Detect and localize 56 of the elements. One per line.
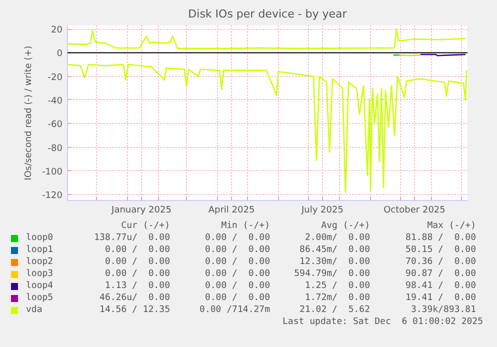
y-tick-label: -40 bbox=[48, 96, 63, 106]
text: 12.30m/ 0.00 bbox=[300, 257, 370, 268]
text: Cur (-/+) bbox=[121, 221, 170, 232]
y-tick-label: -80 bbox=[48, 144, 63, 154]
x-tick-label: April 2025 bbox=[208, 206, 255, 216]
text: 50.15 / 0.00 bbox=[406, 245, 476, 256]
text: Avg (-/+) bbox=[321, 221, 370, 232]
text: 98.41 / 0.00 bbox=[406, 281, 476, 292]
legend-label: loop4 bbox=[26, 281, 54, 292]
legend-label: loop2 bbox=[26, 257, 54, 268]
legend-label: loop5 bbox=[26, 293, 54, 304]
legend-label: loop1 bbox=[26, 245, 54, 256]
text: 594.79m/ 0.00 bbox=[294, 269, 370, 280]
line-series bbox=[68, 28, 466, 50]
y-tick-label: 0 bbox=[56, 49, 63, 60]
x-tick-label: October 2025 bbox=[384, 206, 446, 216]
text: 3.39k/893.81 bbox=[410, 305, 476, 316]
text: 14.56 / 12.35 bbox=[100, 305, 170, 316]
text: 0.00 / 0.00 bbox=[204, 293, 270, 304]
y-tick-label: 20 bbox=[51, 26, 63, 36]
text: 0.00 / 0.00 bbox=[204, 269, 270, 280]
y-tick-label: -20 bbox=[48, 72, 63, 83]
x-tick-label: July 2025 bbox=[300, 206, 344, 216]
legend-label: vda bbox=[26, 305, 42, 316]
text: 0.00 / 0.00 bbox=[204, 257, 270, 268]
text: 0.00 / 0.00 bbox=[104, 257, 170, 268]
text: Min (-/+) bbox=[221, 221, 270, 232]
y-axis-title: IOs/second read (-) / write (+) bbox=[24, 46, 34, 180]
text: 46.26u/ 0.00 bbox=[100, 293, 170, 304]
legend-label: loop3 bbox=[26, 269, 54, 280]
line-series bbox=[68, 64, 468, 193]
text: 1.13 / 0.00 bbox=[104, 281, 170, 292]
text: 0.00 / 0.00 bbox=[204, 281, 270, 292]
text: 0.00 /714.27m bbox=[200, 305, 270, 316]
legend-label: loop0 bbox=[26, 233, 54, 244]
text: 2.00m/ 0.00 bbox=[304, 233, 370, 244]
chart-title: Disk IOs per device - by year bbox=[188, 8, 348, 20]
text: 21.02 / 5.62 bbox=[300, 305, 370, 316]
text: 19.41 / 0.00 bbox=[406, 293, 476, 304]
text: 70.36 / 0.00 bbox=[406, 257, 476, 268]
y-tick-label: -120 bbox=[42, 191, 63, 202]
text: 0.00 / 0.00 bbox=[204, 245, 270, 256]
text: 1.25 / 0.00 bbox=[304, 281, 370, 292]
text: Last update: Sat Dec 6 01:00:02 2025 bbox=[282, 317, 483, 328]
text: 86.45m/ 0.00 bbox=[300, 245, 370, 256]
x-tick-label: January 2025 bbox=[110, 206, 172, 216]
text: 0.00 / 0.00 bbox=[104, 269, 170, 280]
text: 81.88 / 0.00 bbox=[406, 233, 476, 244]
text: Max (-/+) bbox=[427, 221, 476, 232]
y-tick-label: -60 bbox=[48, 120, 63, 130]
text: 1.72m/ 0.00 bbox=[304, 293, 370, 304]
text: 138.77u/ 0.00 bbox=[94, 233, 170, 244]
y-tick-label: -100 bbox=[42, 167, 63, 178]
text: 0.00 / 0.00 bbox=[204, 233, 270, 244]
text: 0.00 / 0.00 bbox=[104, 245, 170, 256]
text: 90.87 / 0.00 bbox=[406, 269, 476, 280]
